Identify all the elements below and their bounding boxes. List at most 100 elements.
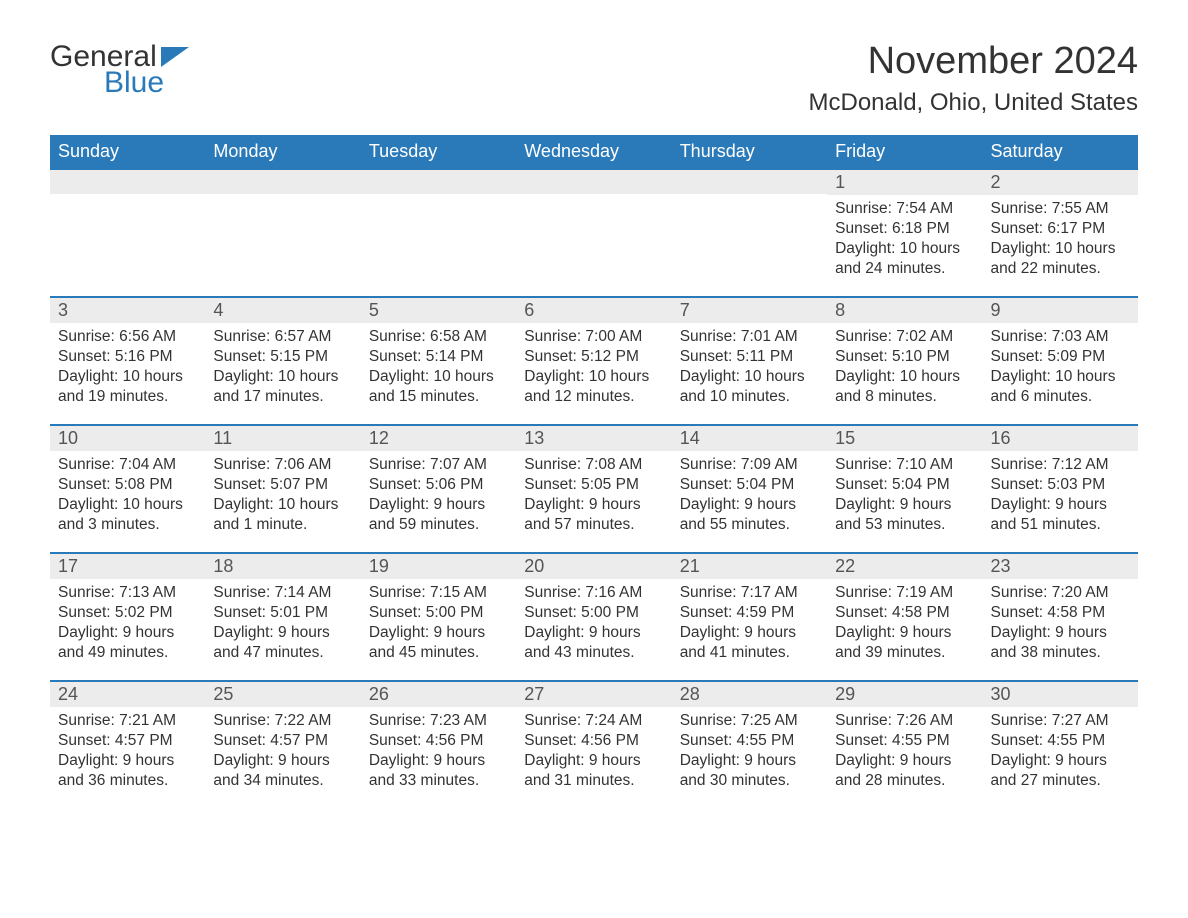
calendar-day-cell: 12Sunrise: 7:07 AMSunset: 5:06 PMDayligh… (361, 425, 516, 553)
day-body: Sunrise: 7:20 AMSunset: 4:58 PMDaylight:… (983, 579, 1138, 672)
sunset-text: Sunset: 5:06 PM (369, 475, 508, 495)
day-number: 23 (983, 554, 1138, 579)
calendar-day-cell: 29Sunrise: 7:26 AMSunset: 4:55 PMDayligh… (827, 681, 982, 809)
calendar-day-cell: 20Sunrise: 7:16 AMSunset: 5:00 PMDayligh… (516, 553, 671, 681)
sunset-text: Sunset: 5:00 PM (524, 603, 663, 623)
sunrise-text: Sunrise: 6:57 AM (213, 327, 352, 347)
day-number-empty (205, 170, 360, 194)
day-body: Sunrise: 7:19 AMSunset: 4:58 PMDaylight:… (827, 579, 982, 672)
day-number: 27 (516, 682, 671, 707)
day-body: Sunrise: 7:26 AMSunset: 4:55 PMDaylight:… (827, 707, 982, 800)
weekday-header: Tuesday (361, 135, 516, 169)
calendar-day-cell: 16Sunrise: 7:12 AMSunset: 5:03 PMDayligh… (983, 425, 1138, 553)
day-body: Sunrise: 7:08 AMSunset: 5:05 PMDaylight:… (516, 451, 671, 544)
calendar-day-cell: 19Sunrise: 7:15 AMSunset: 5:00 PMDayligh… (361, 553, 516, 681)
day-number-empty (516, 170, 671, 194)
header: General Blue November 2024 McDonald, Ohi… (50, 40, 1138, 117)
day-number: 12 (361, 426, 516, 451)
sunrise-text: Sunrise: 7:04 AM (58, 455, 197, 475)
sunrise-text: Sunrise: 7:21 AM (58, 711, 197, 731)
sunrise-text: Sunrise: 7:08 AM (524, 455, 663, 475)
sunset-text: Sunset: 4:58 PM (835, 603, 974, 623)
sunrise-text: Sunrise: 7:12 AM (991, 455, 1130, 475)
day-number: 24 (50, 682, 205, 707)
daylight-text: Daylight: 9 hours and 53 minutes. (835, 495, 974, 535)
daylight-text: Daylight: 9 hours and 36 minutes. (58, 751, 197, 791)
sunrise-text: Sunrise: 7:26 AM (835, 711, 974, 731)
sunset-text: Sunset: 6:17 PM (991, 219, 1130, 239)
sunrise-text: Sunrise: 7:54 AM (835, 199, 974, 219)
sunrise-text: Sunrise: 7:20 AM (991, 583, 1130, 603)
sunset-text: Sunset: 4:56 PM (524, 731, 663, 751)
daylight-text: Daylight: 10 hours and 6 minutes. (991, 367, 1130, 407)
day-body: Sunrise: 7:07 AMSunset: 5:06 PMDaylight:… (361, 451, 516, 544)
day-number: 2 (983, 170, 1138, 195)
sunset-text: Sunset: 5:05 PM (524, 475, 663, 495)
sunrise-text: Sunrise: 7:02 AM (835, 327, 974, 347)
day-number: 19 (361, 554, 516, 579)
sunrise-text: Sunrise: 7:17 AM (680, 583, 819, 603)
sunrise-text: Sunrise: 7:19 AM (835, 583, 974, 603)
day-body: Sunrise: 7:25 AMSunset: 4:55 PMDaylight:… (672, 707, 827, 800)
logo-word-blue: Blue (104, 66, 164, 100)
weekday-header: Wednesday (516, 135, 671, 169)
sunrise-text: Sunrise: 7:55 AM (991, 199, 1130, 219)
sunrise-text: Sunrise: 6:58 AM (369, 327, 508, 347)
daylight-text: Daylight: 10 hours and 8 minutes. (835, 367, 974, 407)
calendar-day-cell: 21Sunrise: 7:17 AMSunset: 4:59 PMDayligh… (672, 553, 827, 681)
sunset-text: Sunset: 4:58 PM (991, 603, 1130, 623)
daylight-text: Daylight: 9 hours and 41 minutes. (680, 623, 819, 663)
daylight-text: Daylight: 9 hours and 43 minutes. (524, 623, 663, 663)
logo-triangle-icon (161, 47, 189, 67)
day-body: Sunrise: 7:54 AMSunset: 6:18 PMDaylight:… (827, 195, 982, 288)
sunrise-text: Sunrise: 7:22 AM (213, 711, 352, 731)
sunset-text: Sunset: 4:57 PM (58, 731, 197, 751)
location-subtitle: McDonald, Ohio, United States (809, 89, 1139, 117)
calendar-week-row: 10Sunrise: 7:04 AMSunset: 5:08 PMDayligh… (50, 425, 1138, 553)
day-body: Sunrise: 7:16 AMSunset: 5:00 PMDaylight:… (516, 579, 671, 672)
calendar-day-cell: 7Sunrise: 7:01 AMSunset: 5:11 PMDaylight… (672, 297, 827, 425)
calendar-day-cell: 23Sunrise: 7:20 AMSunset: 4:58 PMDayligh… (983, 553, 1138, 681)
calendar-week-row: 24Sunrise: 7:21 AMSunset: 4:57 PMDayligh… (50, 681, 1138, 809)
calendar-day-cell: 2Sunrise: 7:55 AMSunset: 6:17 PMDaylight… (983, 169, 1138, 297)
day-body: Sunrise: 7:00 AMSunset: 5:12 PMDaylight:… (516, 323, 671, 416)
sunrise-text: Sunrise: 7:24 AM (524, 711, 663, 731)
sunrise-text: Sunrise: 7:15 AM (369, 583, 508, 603)
sunrise-text: Sunrise: 7:25 AM (680, 711, 819, 731)
title-block: November 2024 McDonald, Ohio, United Sta… (809, 40, 1139, 117)
calendar-week-row: 17Sunrise: 7:13 AMSunset: 5:02 PMDayligh… (50, 553, 1138, 681)
calendar-day-cell: 4Sunrise: 6:57 AMSunset: 5:15 PMDaylight… (205, 297, 360, 425)
sunset-text: Sunset: 5:16 PM (58, 347, 197, 367)
sunrise-text: Sunrise: 7:13 AM (58, 583, 197, 603)
sunrise-text: Sunrise: 7:07 AM (369, 455, 508, 475)
daylight-text: Daylight: 9 hours and 38 minutes. (991, 623, 1130, 663)
weekday-header: Thursday (672, 135, 827, 169)
calendar-week-row: 3Sunrise: 6:56 AMSunset: 5:16 PMDaylight… (50, 297, 1138, 425)
day-number: 5 (361, 298, 516, 323)
day-number: 28 (672, 682, 827, 707)
day-body: Sunrise: 7:13 AMSunset: 5:02 PMDaylight:… (50, 579, 205, 672)
calendar-day-cell: 30Sunrise: 7:27 AMSunset: 4:55 PMDayligh… (983, 681, 1138, 809)
daylight-text: Daylight: 9 hours and 31 minutes. (524, 751, 663, 791)
sunset-text: Sunset: 5:12 PM (524, 347, 663, 367)
daylight-text: Daylight: 10 hours and 15 minutes. (369, 367, 508, 407)
daylight-text: Daylight: 9 hours and 47 minutes. (213, 623, 352, 663)
sunset-text: Sunset: 4:55 PM (835, 731, 974, 751)
day-body: Sunrise: 7:12 AMSunset: 5:03 PMDaylight:… (983, 451, 1138, 544)
day-number: 10 (50, 426, 205, 451)
day-body: Sunrise: 6:58 AMSunset: 5:14 PMDaylight:… (361, 323, 516, 416)
day-body: Sunrise: 7:22 AMSunset: 4:57 PMDaylight:… (205, 707, 360, 800)
daylight-text: Daylight: 10 hours and 3 minutes. (58, 495, 197, 535)
day-number: 13 (516, 426, 671, 451)
sunset-text: Sunset: 5:14 PM (369, 347, 508, 367)
day-number: 29 (827, 682, 982, 707)
calendar-day-cell: 17Sunrise: 7:13 AMSunset: 5:02 PMDayligh… (50, 553, 205, 681)
calendar-day-cell: 13Sunrise: 7:08 AMSunset: 5:05 PMDayligh… (516, 425, 671, 553)
day-number: 9 (983, 298, 1138, 323)
calendar-day-cell: 22Sunrise: 7:19 AMSunset: 4:58 PMDayligh… (827, 553, 982, 681)
day-body: Sunrise: 7:03 AMSunset: 5:09 PMDaylight:… (983, 323, 1138, 416)
daylight-text: Daylight: 9 hours and 59 minutes. (369, 495, 508, 535)
day-body: Sunrise: 7:24 AMSunset: 4:56 PMDaylight:… (516, 707, 671, 800)
sunrise-text: Sunrise: 7:00 AM (524, 327, 663, 347)
sunset-text: Sunset: 4:57 PM (213, 731, 352, 751)
